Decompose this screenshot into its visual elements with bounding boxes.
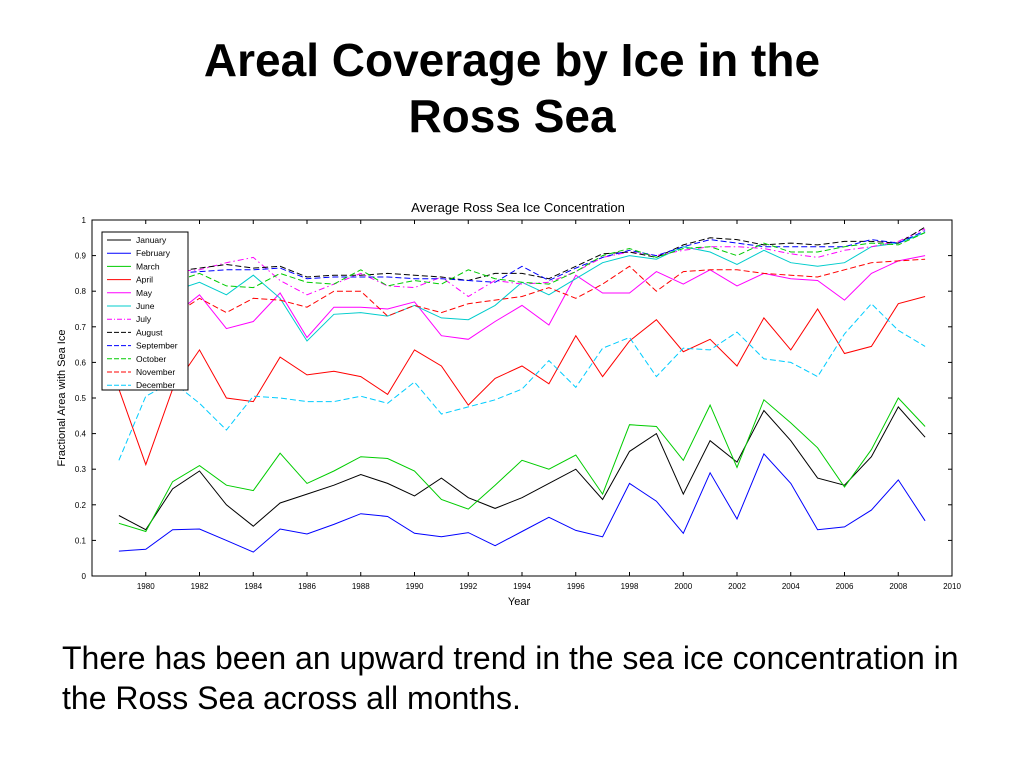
series-line-december — [118, 302, 926, 461]
x-tick-label: 1982 — [191, 582, 209, 591]
legend: January February March April May June July Augu… — [101, 231, 189, 391]
series-line-september — [118, 230, 926, 283]
legend-label-june: June — [136, 301, 155, 311]
legend-label-october: October — [136, 354, 166, 364]
y-tick-label: 0.4 — [75, 430, 87, 439]
legend-label-july: July — [136, 314, 152, 324]
y-tick-label: 0.2 — [75, 501, 87, 510]
series-line-april — [118, 296, 926, 467]
x-axis-label: Year — [508, 596, 531, 608]
series-line-july — [118, 228, 926, 298]
series-line-august — [118, 226, 926, 282]
legend-label-march: March — [136, 261, 160, 271]
series-line-march — [118, 397, 926, 533]
legend-label-april: April — [136, 275, 153, 285]
y-tick-label: 0.1 — [75, 536, 87, 545]
x-tick-label: 1988 — [352, 582, 370, 591]
ice-concentration-chart: Average Ross Sea Ice Concentration 1980 1… — [56, 200, 961, 608]
legend-label-august: August — [136, 327, 163, 337]
x-tick-label: 2010 — [943, 582, 961, 591]
x-tick-label: 1986 — [298, 582, 316, 591]
y-tick-label: 0.6 — [75, 358, 87, 367]
series-line-november — [118, 258, 926, 317]
series-line-february — [118, 452, 926, 553]
y-tick-label: 0.5 — [75, 394, 87, 403]
y-tick-label: 0.3 — [75, 465, 87, 474]
slide-title-line2: Ross Sea — [408, 90, 616, 142]
legend-label-september: September — [136, 341, 178, 351]
x-tick-label: 2004 — [782, 582, 800, 591]
chart-title: Average Ross Sea Ice Concentration — [411, 200, 625, 215]
legend-label-november: November — [136, 367, 175, 377]
legend-label-december: December — [136, 380, 175, 390]
y-tick-label: 0 — [82, 572, 87, 581]
y-tick-label: 0.9 — [75, 252, 87, 261]
legend-label-january: January — [136, 235, 167, 245]
legend-label-may: May — [136, 288, 153, 298]
x-tick-label: 1992 — [459, 582, 477, 591]
x-axis: 1980 1982 1984 1986 1988 1990 1992 1994 1996 1998… — [137, 220, 961, 591]
caption: There has been an upward trend in the se… — [62, 640, 959, 716]
series-line-october — [118, 232, 926, 289]
slide-title: Areal Coverage by Ice in the Ross Sea — [0, 32, 1024, 144]
legend-label-february: February — [136, 248, 171, 258]
x-tick-label: 1994 — [513, 582, 531, 591]
x-tick-label: 2002 — [728, 582, 746, 591]
series-lines — [118, 226, 926, 553]
x-tick-label: 2000 — [674, 582, 692, 591]
x-tick-label: 1980 — [137, 582, 155, 591]
x-tick-label: 1996 — [567, 582, 585, 591]
x-tick-label: 1990 — [406, 582, 424, 591]
x-tick-label: 2006 — [836, 582, 854, 591]
y-tick-label: 0.8 — [75, 287, 87, 296]
y-tick-label: 0.7 — [75, 323, 87, 332]
x-tick-label: 2008 — [889, 582, 907, 591]
y-axis: 0 0.1 0.2 0.3 0.4 0.5 0.6 0.7 0.8 0.9 1 — [75, 216, 952, 581]
slide-title-line1: Areal Coverage by Ice in the — [203, 34, 821, 86]
y-tick-label: 1 — [82, 216, 87, 225]
series-line-may — [118, 255, 926, 340]
plot-area — [91, 219, 953, 577]
y-axis-label: Fractional Area with Sea Ice — [56, 330, 68, 467]
legend-box — [101, 231, 189, 391]
series-line-january — [118, 406, 926, 531]
x-tick-label: 1998 — [621, 582, 639, 591]
x-tick-label: 1984 — [244, 582, 262, 591]
